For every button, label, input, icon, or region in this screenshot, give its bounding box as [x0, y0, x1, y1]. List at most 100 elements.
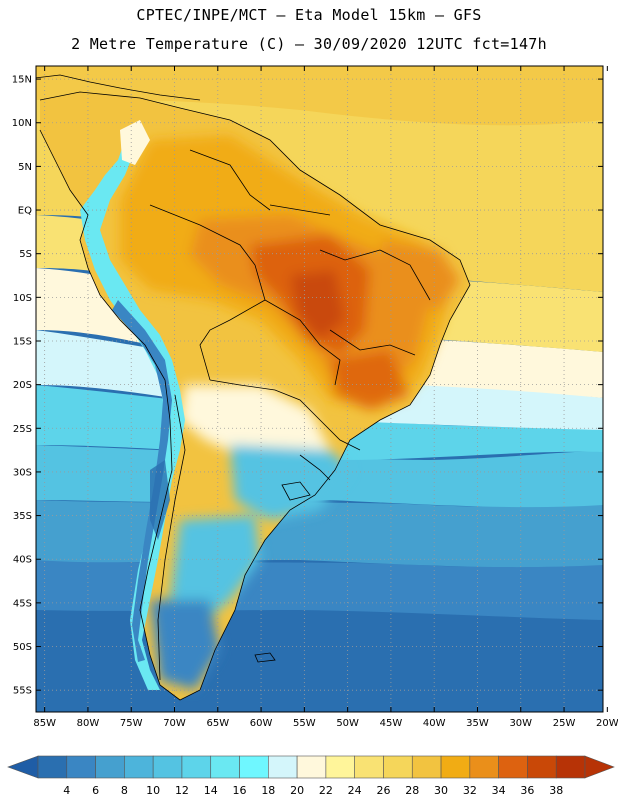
colorbar-label: 20: [290, 784, 304, 797]
latitude-axis: 15N 10N 5N EQ 5S 10S 15S 20S 25S 30S 35S 40S 45S 50S 5…: [12, 75, 603, 697]
colorbar-low-arrow: [7, 755, 39, 779]
lat-tick-label: 55S: [13, 686, 32, 697]
country-borders: [36, 74, 471, 701]
andes-cold-strip: [80, 140, 185, 690]
hot-region-southeast: [330, 350, 410, 410]
colorbar-segment: [152, 755, 183, 779]
border-chile-argentina: [157, 394, 186, 681]
border-peru-bolivia: [199, 264, 266, 381]
temperature-colorbar: 4 6 8 10 12 14 16 18 20 22 24 26 28 30 32 34 36 38: [7, 755, 615, 797]
temperature-field: [36, 66, 603, 712]
colorbar-label: 18: [261, 784, 275, 797]
colorbar-label: 4: [63, 784, 70, 797]
colorbar-segment: [383, 755, 413, 779]
border-brazil-states-north: [319, 249, 431, 301]
colorbar-label: 8: [121, 784, 128, 797]
lat-tick-label: 40S: [13, 555, 32, 566]
colorbar-segment: [527, 755, 557, 779]
colorbar-segment: [469, 755, 499, 779]
colorbar-segment: [296, 755, 327, 779]
colorbar-label: 12: [175, 784, 189, 797]
lon-tick-label: 55W: [293, 718, 316, 729]
colorbar-segment: [37, 755, 68, 779]
graticule-grid: [36, 66, 603, 712]
lat-tick-label: 50S: [13, 642, 32, 653]
colorbar-segment: [498, 755, 528, 779]
warm-region-northeast: [380, 240, 460, 310]
colombian-highlands: [120, 120, 150, 165]
colorbar-label: 30: [434, 784, 448, 797]
lat-tick-label: 15S: [13, 336, 32, 347]
lon-tick-label: 60W: [250, 718, 273, 729]
colorbar-segment: [440, 755, 471, 779]
caribbean-coast: [36, 74, 201, 101]
lon-tick-label: 25W: [553, 718, 576, 729]
lat-tick-label: 5N: [18, 162, 32, 173]
lagoa-dos-patos: [281, 481, 311, 501]
colorbar-segment: [210, 755, 240, 779]
colorbar-label: 36: [520, 784, 534, 797]
lon-tick-label: 65W: [206, 718, 229, 729]
cold-region-southern-patagonia: [150, 600, 220, 690]
map-frame: [35, 65, 604, 713]
map-title-line-1: CPTEC/INPE/MCT – Eta Model 15km – GFS: [136, 6, 482, 24]
lat-tick-label: 30S: [13, 467, 32, 478]
lon-tick-label: 70W: [163, 718, 186, 729]
lat-tick-label: 15N: [12, 75, 32, 86]
lon-tick-label: 50W: [336, 718, 359, 729]
cool-region-rio-grande: [230, 445, 350, 520]
colorbar-label: 28: [405, 784, 419, 797]
lon-tick-label: 30W: [509, 718, 532, 729]
colorbar-label: 26: [376, 784, 390, 797]
border-bolivia-brazil: [264, 299, 341, 386]
lat-tick-label: 25S: [13, 424, 32, 435]
andes-deep-cold: [150, 460, 170, 540]
lon-tick-label: 35W: [466, 718, 489, 729]
colorbar-segment: [95, 755, 125, 779]
lon-tick-label: 40W: [423, 718, 446, 729]
colorbar-segment: [354, 755, 384, 779]
border-colombia-peru: [149, 204, 256, 266]
colorbar-label: 22: [319, 784, 333, 797]
coastline: [39, 91, 471, 701]
colorbar-segment: [268, 755, 298, 779]
colorbar-segment: [325, 755, 355, 779]
colorbar-segment: [555, 755, 586, 779]
lat-tick-label: EQ: [18, 206, 32, 217]
hottest-region-mato-grosso: [290, 270, 345, 340]
lat-tick-label: 20S: [13, 380, 32, 391]
colorbar-segment: [181, 755, 212, 779]
colorbar-segment: [66, 755, 96, 779]
lat-tick-label: 45S: [13, 598, 32, 609]
border-paraguay-argentina: [209, 379, 361, 451]
lon-tick-label: 45W: [380, 718, 403, 729]
colorbar-label: 24: [348, 784, 362, 797]
border-venezuela-brazil: [189, 149, 271, 211]
longitude-axis: 85W 80W 75W 70W 65W 60W 55W 50W 45W 40W 35W 30W 25W 2…: [33, 66, 618, 729]
colorbar-high-arrow: [584, 755, 615, 779]
colorbar-segment: [239, 755, 269, 779]
colorbar-label: 34: [492, 784, 506, 797]
colorbar-label: 6: [92, 784, 99, 797]
border-uruguay: [299, 454, 331, 481]
lon-tick-label: 85W: [33, 718, 56, 729]
colorbar-label: 38: [549, 784, 563, 797]
border-brazil-states-central: [329, 329, 416, 356]
falkland-islands: [254, 652, 276, 663]
lat-tick-label: 35S: [13, 511, 32, 522]
lon-tick-label: 75W: [120, 718, 143, 729]
border-guianas: [269, 204, 331, 216]
colorbar-label: 10: [146, 784, 160, 797]
ocean-band-caribbean: [36, 66, 603, 126]
colorbar-label: 16: [233, 784, 247, 797]
lat-tick-label: 5S: [19, 249, 32, 260]
colorbar-segment: [124, 755, 154, 779]
lon-tick-label: 80W: [77, 718, 100, 729]
colorbar-label: 32: [463, 784, 477, 797]
map-title-line-2: 2 Metre Temperature (C) – 30/09/2020 12U…: [71, 35, 547, 53]
lat-tick-label: 10S: [13, 293, 32, 304]
colorbar-segment: [411, 755, 442, 779]
lon-tick-label: 20W: [596, 718, 618, 729]
lat-tick-label: 10N: [12, 118, 32, 129]
